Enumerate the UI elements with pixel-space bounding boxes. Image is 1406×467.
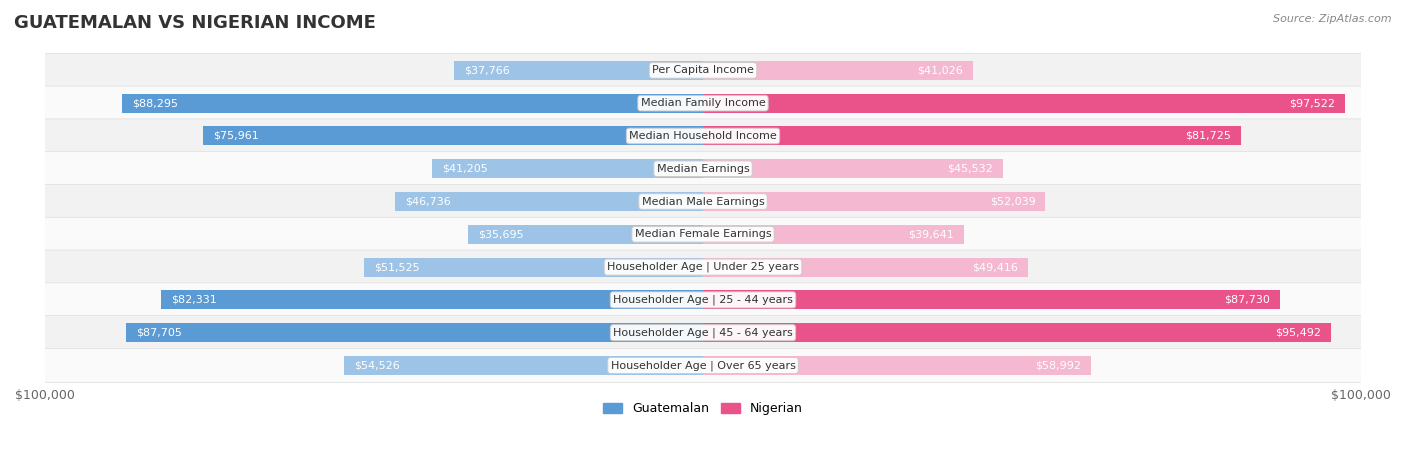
Text: $41,026: $41,026 [917, 65, 963, 75]
Bar [395, 192, 703, 211]
Text: Householder Age | 45 - 64 years: Householder Age | 45 - 64 years [613, 327, 793, 338]
Text: Median Household Income: Median Household Income [628, 131, 778, 141]
Bar [703, 127, 1241, 145]
FancyBboxPatch shape [32, 86, 1374, 120]
Bar [364, 258, 703, 276]
FancyBboxPatch shape [32, 53, 1374, 87]
Bar [703, 356, 1091, 375]
Text: $95,492: $95,492 [1275, 328, 1322, 338]
Text: $35,695: $35,695 [478, 229, 523, 239]
Text: $75,961: $75,961 [212, 131, 259, 141]
FancyBboxPatch shape [32, 316, 1374, 350]
Bar [703, 159, 1002, 178]
Bar [703, 323, 1331, 342]
Text: $37,766: $37,766 [464, 65, 510, 75]
Text: Source: ZipAtlas.com: Source: ZipAtlas.com [1274, 14, 1392, 24]
Text: Householder Age | Under 25 years: Householder Age | Under 25 years [607, 262, 799, 272]
Text: Median Family Income: Median Family Income [641, 98, 765, 108]
FancyBboxPatch shape [32, 348, 1374, 382]
Text: $82,331: $82,331 [172, 295, 217, 305]
Bar [703, 94, 1344, 113]
Text: $49,416: $49,416 [973, 262, 1018, 272]
Text: $87,730: $87,730 [1225, 295, 1271, 305]
Bar [703, 225, 965, 244]
Legend: Guatemalan, Nigerian: Guatemalan, Nigerian [598, 397, 808, 420]
Text: $54,526: $54,526 [354, 361, 399, 370]
Text: $39,641: $39,641 [908, 229, 955, 239]
FancyBboxPatch shape [32, 217, 1374, 251]
Text: $81,725: $81,725 [1185, 131, 1230, 141]
Text: Median Earnings: Median Earnings [657, 164, 749, 174]
Text: $51,525: $51,525 [374, 262, 419, 272]
Bar [454, 61, 703, 80]
Bar [703, 192, 1046, 211]
Text: Median Male Earnings: Median Male Earnings [641, 197, 765, 206]
Text: $52,039: $52,039 [990, 197, 1036, 206]
Text: $87,705: $87,705 [136, 328, 181, 338]
Text: Per Capita Income: Per Capita Income [652, 65, 754, 75]
Text: $58,992: $58,992 [1035, 361, 1081, 370]
FancyBboxPatch shape [32, 184, 1374, 219]
Text: $41,205: $41,205 [441, 164, 488, 174]
Bar [127, 323, 703, 342]
FancyBboxPatch shape [32, 250, 1374, 284]
Bar [432, 159, 703, 178]
Text: Median Female Earnings: Median Female Earnings [634, 229, 772, 239]
FancyBboxPatch shape [32, 283, 1374, 317]
Bar [703, 290, 1281, 310]
Bar [162, 290, 703, 310]
Text: $97,522: $97,522 [1289, 98, 1334, 108]
Bar [122, 94, 703, 113]
Text: $45,532: $45,532 [948, 164, 993, 174]
Bar [468, 225, 703, 244]
Text: Householder Age | Over 65 years: Householder Age | Over 65 years [610, 360, 796, 371]
Bar [344, 356, 703, 375]
FancyBboxPatch shape [32, 152, 1374, 186]
Bar [703, 258, 1028, 276]
Text: Householder Age | 25 - 44 years: Householder Age | 25 - 44 years [613, 295, 793, 305]
Bar [703, 61, 973, 80]
Bar [202, 127, 703, 145]
Text: GUATEMALAN VS NIGERIAN INCOME: GUATEMALAN VS NIGERIAN INCOME [14, 14, 375, 32]
Text: $46,736: $46,736 [405, 197, 451, 206]
FancyBboxPatch shape [32, 119, 1374, 153]
Text: $88,295: $88,295 [132, 98, 177, 108]
